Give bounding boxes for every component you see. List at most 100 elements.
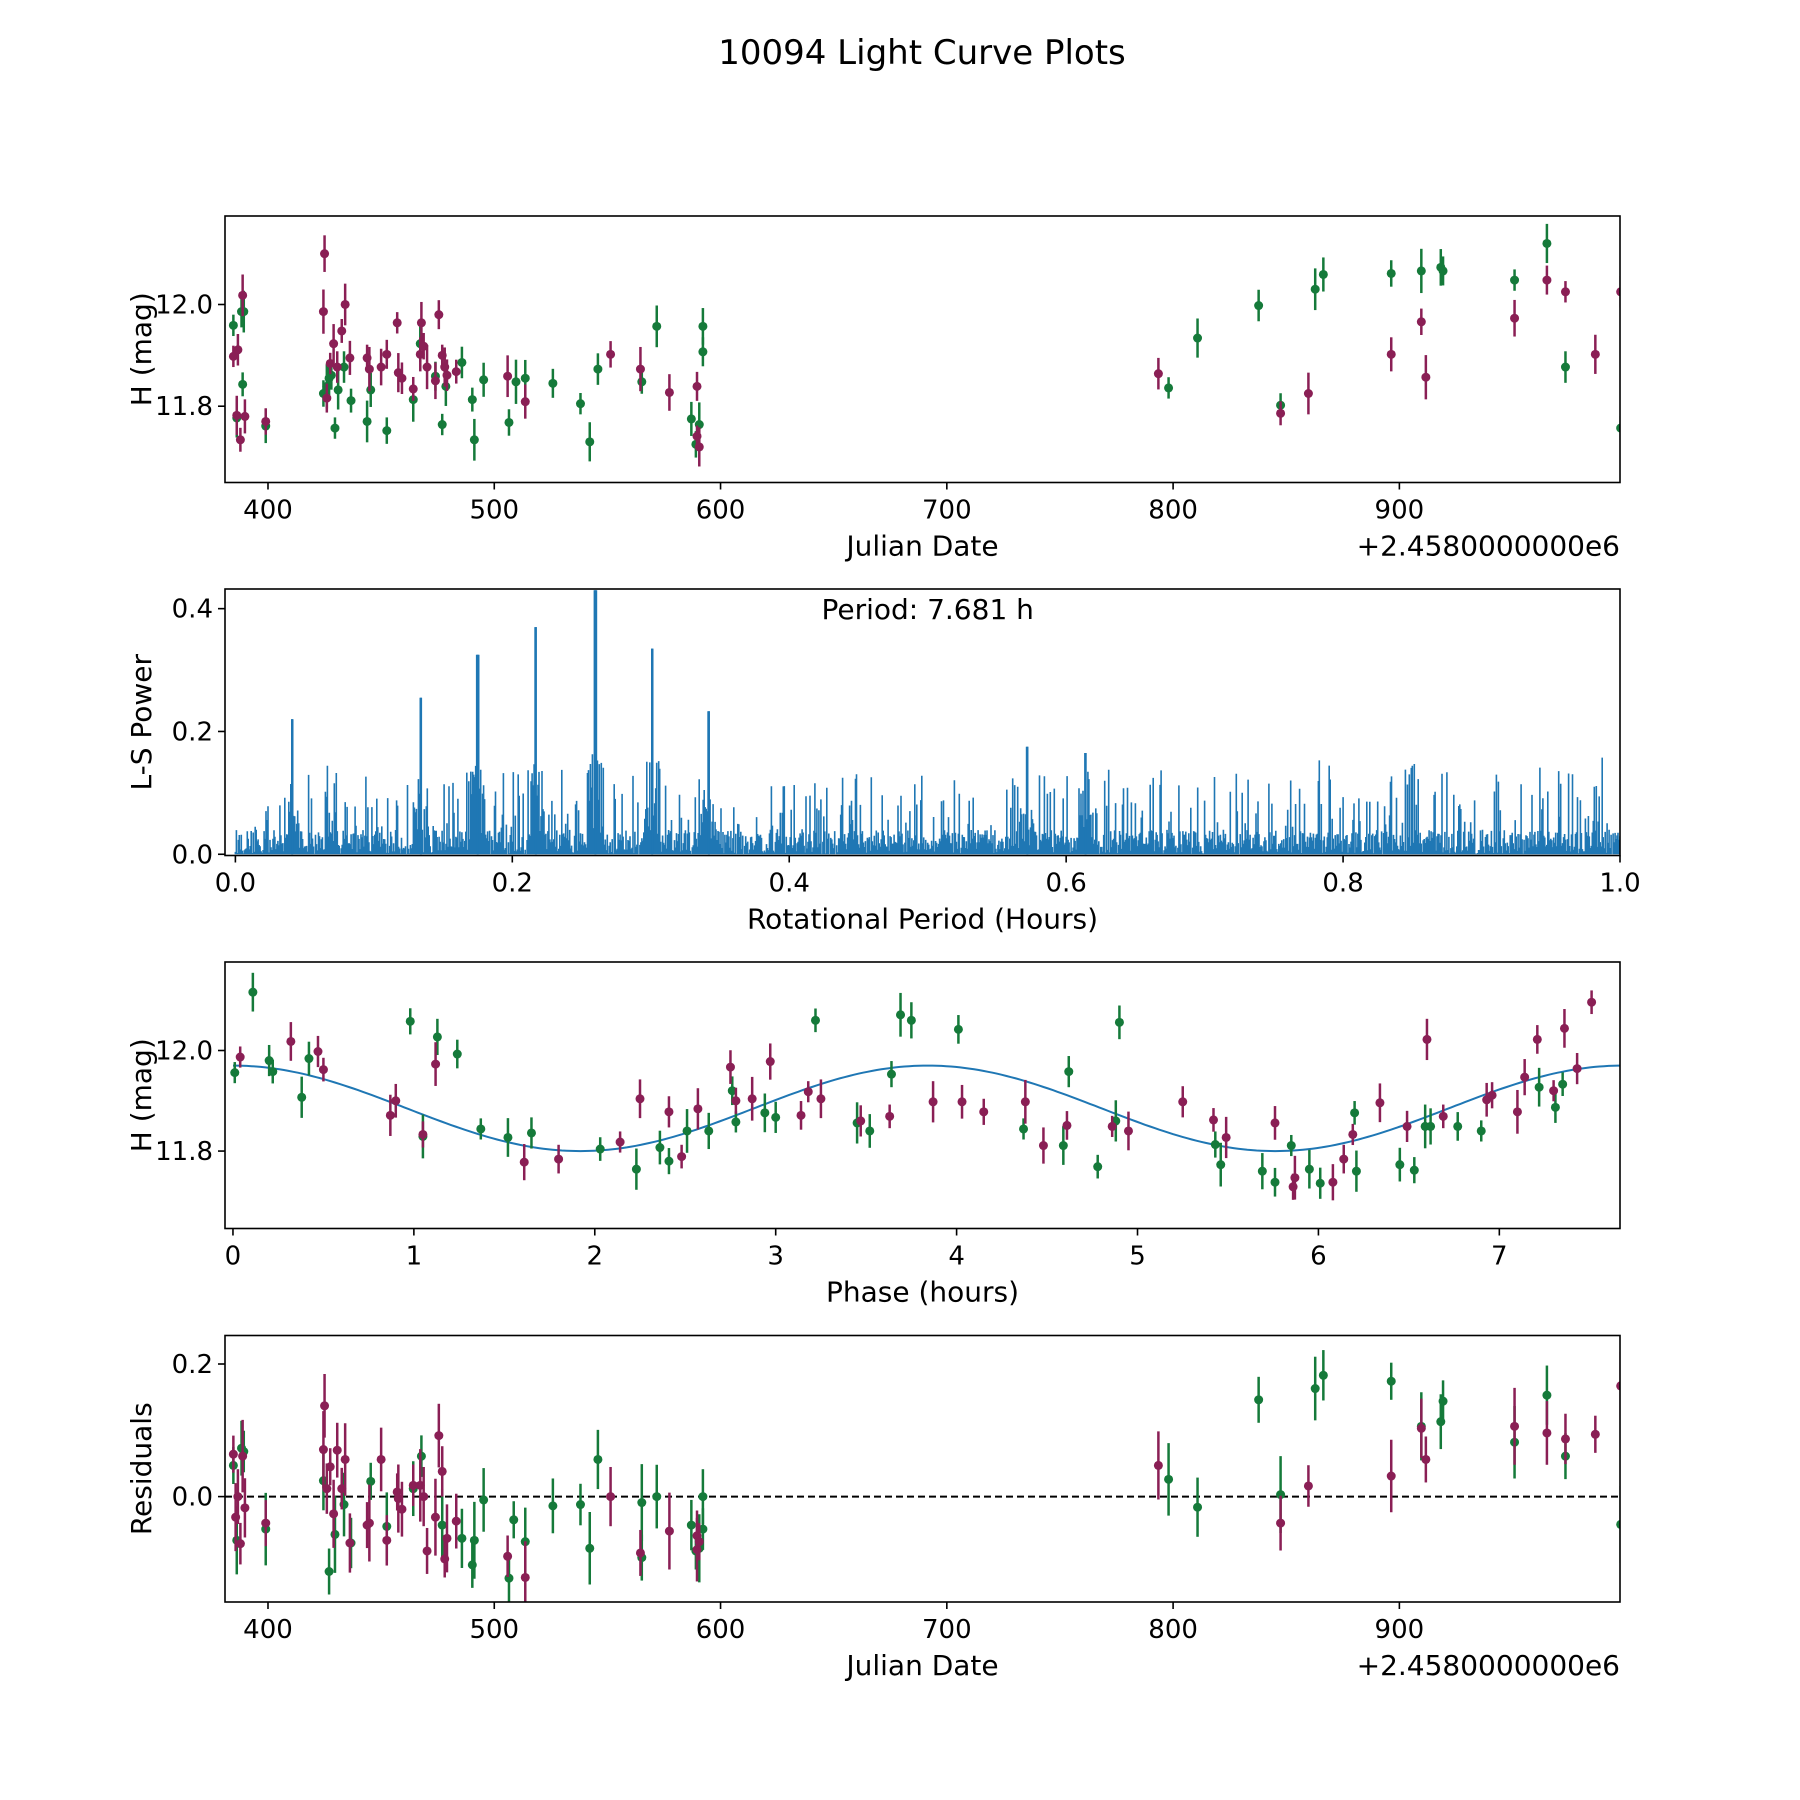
data-point-green: [1426, 1121, 1436, 1131]
data-point-green: [682, 1126, 692, 1136]
data-point-green: [1318, 269, 1328, 279]
data-point-green: [585, 1543, 595, 1553]
data-point-maroon: [1303, 388, 1313, 398]
data-point-maroon: [1375, 1098, 1385, 1108]
data-point-green: [1276, 1490, 1286, 1500]
data-point-green: [548, 378, 558, 388]
y-tick-label: 0.4: [172, 595, 213, 625]
x-tick-label: 800: [1148, 1615, 1198, 1645]
data-point-maroon: [286, 1036, 296, 1046]
data-point-maroon: [376, 362, 386, 372]
data-point-green: [1304, 1164, 1314, 1174]
data-point-green: [432, 1032, 442, 1042]
data-point-green: [330, 1529, 340, 1539]
data-point-maroon: [693, 1104, 703, 1114]
data-point-maroon: [694, 1537, 704, 1547]
data-point-maroon: [606, 349, 616, 359]
data-point-maroon: [1303, 1481, 1313, 1491]
x-tick-label: 900: [1375, 496, 1425, 526]
data-point-green: [1616, 423, 1620, 433]
data-point-maroon: [747, 1094, 757, 1104]
y-tick-label: 11.8: [155, 1137, 213, 1167]
data-point-maroon: [235, 1052, 245, 1062]
data-point-maroon: [228, 1449, 238, 1459]
data-point-maroon: [520, 397, 530, 407]
data-point-green: [1257, 1166, 1267, 1176]
data-point-maroon: [1178, 1097, 1188, 1107]
y-axis-label: H (mag): [125, 1038, 158, 1152]
data-point-maroon: [364, 1518, 374, 1528]
x-tick-label: 4: [948, 1242, 965, 1272]
data-point-green: [452, 1049, 462, 1059]
data-point-maroon: [318, 307, 328, 317]
data-point-maroon: [393, 1494, 403, 1504]
axes-frame: [224, 215, 1621, 484]
data-point-green: [503, 1132, 513, 1142]
data-point-maroon: [238, 1451, 248, 1461]
x-tick-label: 6: [1310, 1242, 1327, 1272]
data-point-maroon: [503, 371, 513, 381]
data-point-green: [362, 416, 372, 426]
data-point-maroon: [731, 1096, 741, 1106]
residuals-plot-area: [225, 1350, 1620, 1602]
y-axis-label: Residuals: [125, 1402, 158, 1535]
data-point-maroon: [329, 1509, 339, 1519]
data-point-green: [1350, 1108, 1360, 1118]
data-point-maroon: [1107, 1121, 1117, 1131]
data-point-maroon: [442, 370, 452, 380]
data-point-green: [906, 1015, 916, 1025]
data-point-maroon: [240, 1503, 250, 1513]
data-point-green: [330, 423, 340, 433]
data-point-green: [664, 1156, 674, 1166]
data-point-maroon: [437, 1466, 447, 1476]
data-point-maroon: [1208, 1115, 1218, 1125]
data-point-green: [637, 1498, 647, 1508]
data-point-maroon: [635, 1548, 645, 1558]
data-point-green: [548, 1501, 558, 1511]
data-point-maroon: [615, 1137, 625, 1147]
data-point-maroon: [442, 1533, 452, 1543]
data-point-maroon: [1616, 1381, 1620, 1391]
data-point-maroon: [1221, 1132, 1231, 1142]
data-point-maroon: [1512, 1107, 1522, 1117]
data-point-maroon: [320, 1401, 330, 1411]
data-point-green: [1019, 1124, 1029, 1134]
data-point-maroon: [1587, 997, 1597, 1007]
x-offset-text: +2.4580000000e6: [1357, 1649, 1620, 1682]
data-point-green: [896, 1010, 906, 1020]
x-tick-label: 0.6: [1045, 869, 1086, 899]
data-point-green: [1438, 266, 1448, 276]
data-point-maroon: [1532, 1034, 1542, 1044]
data-point-maroon: [392, 318, 402, 328]
phased-plot-area: [230, 972, 1620, 1201]
data-point-green: [479, 375, 489, 385]
data-point-green: [1476, 1126, 1486, 1136]
data-point-green: [637, 377, 647, 387]
data-point-green: [437, 1520, 447, 1530]
data-point-maroon: [313, 1047, 323, 1057]
data-point-maroon: [340, 1454, 350, 1464]
data-point-green: [1510, 275, 1520, 285]
data-point-maroon: [606, 1492, 616, 1502]
data-point-maroon: [1153, 1460, 1163, 1470]
data-point-maroon: [228, 351, 238, 361]
data-point-green: [467, 395, 477, 405]
data-point-green: [476, 1124, 486, 1134]
data-point-green: [686, 1520, 696, 1530]
data-point-green: [593, 364, 603, 374]
data-point-maroon: [928, 1097, 938, 1107]
data-point-maroon: [1290, 1173, 1300, 1183]
data-point-maroon: [1438, 1111, 1448, 1121]
data-point-green: [248, 987, 258, 997]
data-point-maroon: [1560, 287, 1570, 297]
y-tick-label: 11.8: [155, 392, 213, 422]
data-point-green: [865, 1126, 875, 1136]
x-axis-label: Phase (hours): [826, 1276, 1019, 1309]
data-point-green: [1351, 1166, 1361, 1176]
data-point-green: [1616, 1519, 1620, 1529]
x-tick-label: 600: [696, 1615, 746, 1645]
data-point-maroon: [320, 249, 330, 259]
data-point-maroon: [1416, 1423, 1426, 1433]
data-point-green: [575, 399, 585, 409]
